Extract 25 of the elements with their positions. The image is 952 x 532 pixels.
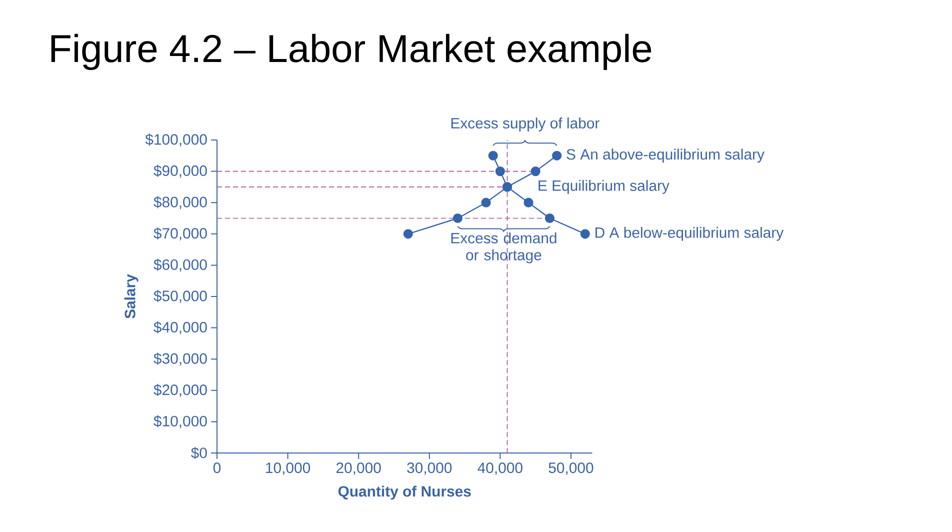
- x-tick-label: 0: [213, 462, 221, 474]
- y-tick-label: $10,000: [154, 415, 207, 428]
- x-axis-title: Quantity of Nurses: [338, 486, 471, 500]
- y-tick-label: $100,000: [145, 134, 207, 146]
- x-tick-label: 20,000: [336, 462, 381, 475]
- y-tick-label: $20,000: [154, 384, 207, 397]
- x-tick-label: 30,000: [407, 462, 452, 475]
- y-tick-label: $80,000: [154, 196, 207, 210]
- annotation: S An above-equilibrium salary: [566, 148, 764, 163]
- y-tick-label: $0: [191, 446, 207, 460]
- x-tick-label: 10,000: [266, 462, 310, 475]
- annotation: E Equilibrium salary: [538, 180, 670, 194]
- y-tick-label: $40,000: [154, 321, 207, 334]
- y-tick-label: $70,000: [154, 227, 207, 240]
- annotation: Excess demand or shortage: [451, 232, 556, 264]
- y-tick-label: $30,000: [154, 352, 207, 366]
- y-tick-label: $90,000: [154, 164, 207, 178]
- y-tick-label: $50,000: [154, 290, 207, 303]
- x-tick-label: 50,000: [548, 462, 594, 475]
- y-tick-label: $60,000: [154, 258, 207, 272]
- chart-title: Figure 4.2 – Labor Market example: [51, 34, 652, 70]
- y-axis-title: Salary: [124, 274, 138, 318]
- annotation: Excess supply of labor: [451, 118, 600, 132]
- x-tick-label: 40,000: [478, 462, 522, 475]
- annotation: D A below-equilibrium salary: [596, 226, 784, 241]
